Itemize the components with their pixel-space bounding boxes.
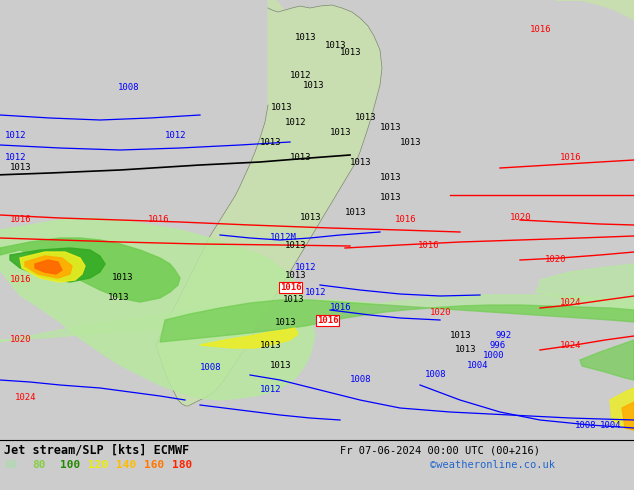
Polygon shape [268, 0, 285, 18]
Text: 1016: 1016 [10, 275, 32, 284]
Text: 1013: 1013 [455, 345, 477, 354]
Text: 1008: 1008 [200, 363, 221, 372]
Text: 1013: 1013 [330, 128, 351, 137]
Text: 1016: 1016 [280, 283, 302, 292]
Text: 1013: 1013 [270, 361, 292, 370]
Text: 60: 60 [4, 460, 18, 470]
Text: 1013: 1013 [260, 138, 281, 147]
Text: 1013: 1013 [400, 138, 422, 147]
Text: 1020: 1020 [10, 335, 32, 344]
Polygon shape [535, 264, 634, 310]
Text: 120: 120 [88, 460, 108, 470]
Text: 140: 140 [116, 460, 136, 470]
Text: 1004: 1004 [467, 361, 489, 370]
Polygon shape [580, 340, 634, 380]
Text: 1016: 1016 [418, 241, 439, 250]
Text: 1016: 1016 [148, 215, 169, 224]
Text: 1013: 1013 [275, 318, 297, 327]
Polygon shape [0, 295, 634, 342]
Text: 80: 80 [32, 460, 46, 470]
Text: 1013: 1013 [300, 213, 321, 222]
Polygon shape [10, 248, 105, 282]
Text: 1016: 1016 [560, 153, 581, 162]
Polygon shape [156, 5, 382, 406]
Text: 1016: 1016 [530, 25, 552, 34]
Text: 1012: 1012 [260, 385, 281, 394]
Text: 100: 100 [60, 460, 81, 470]
Text: 1013: 1013 [380, 173, 401, 182]
Text: 1013: 1013 [112, 273, 134, 282]
Text: 1012: 1012 [5, 153, 27, 162]
Text: ©weatheronline.co.uk: ©weatheronline.co.uk [430, 460, 555, 470]
Text: 1013: 1013 [285, 241, 306, 250]
Polygon shape [25, 256, 72, 278]
Text: 1013: 1013 [283, 295, 304, 304]
Text: 1013: 1013 [10, 163, 32, 172]
Polygon shape [610, 388, 634, 430]
Text: Fr 07-06-2024 00:00 UTC (00+216): Fr 07-06-2024 00:00 UTC (00+216) [340, 445, 540, 455]
Text: 996: 996 [490, 341, 506, 350]
Text: 180: 180 [172, 460, 192, 470]
Text: 1016: 1016 [395, 215, 417, 224]
Text: 1016: 1016 [317, 316, 339, 325]
Text: 1020: 1020 [510, 213, 531, 222]
Text: 1013: 1013 [260, 341, 281, 350]
Text: 1020: 1020 [430, 308, 451, 317]
Polygon shape [160, 300, 634, 342]
Text: 1013: 1013 [295, 33, 316, 42]
Text: 1024: 1024 [560, 298, 581, 307]
Text: 160: 160 [144, 460, 164, 470]
Polygon shape [35, 260, 62, 274]
Text: 1012: 1012 [290, 71, 311, 80]
Text: 1013: 1013 [380, 123, 401, 132]
Text: 1012: 1012 [305, 288, 327, 297]
Text: 1013: 1013 [108, 293, 129, 302]
Text: 1008: 1008 [425, 370, 446, 379]
Text: 1013: 1013 [350, 158, 372, 167]
Text: 1012: 1012 [295, 263, 316, 272]
Text: 1013: 1013 [325, 41, 347, 50]
Text: 992: 992 [495, 331, 511, 340]
Text: 1013: 1013 [345, 208, 366, 217]
Text: 1004: 1004 [600, 421, 621, 430]
Text: 1013: 1013 [290, 153, 311, 162]
Text: 1012: 1012 [285, 118, 306, 127]
Text: 1013: 1013 [285, 271, 306, 280]
Polygon shape [555, 0, 634, 20]
Polygon shape [622, 402, 634, 430]
Text: 1008: 1008 [118, 83, 139, 92]
Text: 1012: 1012 [5, 131, 27, 140]
Polygon shape [200, 328, 298, 348]
Text: 1013: 1013 [271, 103, 292, 112]
Text: 1008: 1008 [575, 421, 597, 430]
Text: 1013: 1013 [450, 331, 472, 340]
Text: 1012M: 1012M [270, 233, 297, 242]
Text: 1012: 1012 [165, 131, 186, 140]
Polygon shape [0, 238, 180, 302]
Text: 1024: 1024 [560, 341, 581, 350]
Text: Jet stream/SLP [kts] ECMWF: Jet stream/SLP [kts] ECMWF [4, 443, 190, 457]
Text: 1013: 1013 [303, 81, 325, 90]
Text: 1013: 1013 [380, 193, 401, 202]
Text: 1013: 1013 [340, 48, 361, 57]
Text: 1016: 1016 [330, 303, 351, 312]
Text: 1008: 1008 [350, 375, 372, 384]
Text: 1013: 1013 [355, 113, 377, 122]
Text: 1020: 1020 [545, 255, 567, 264]
Text: 1024: 1024 [15, 393, 37, 402]
Polygon shape [20, 252, 85, 282]
Text: 1016: 1016 [10, 215, 32, 224]
Text: 1000: 1000 [483, 351, 505, 360]
Polygon shape [0, 218, 315, 400]
